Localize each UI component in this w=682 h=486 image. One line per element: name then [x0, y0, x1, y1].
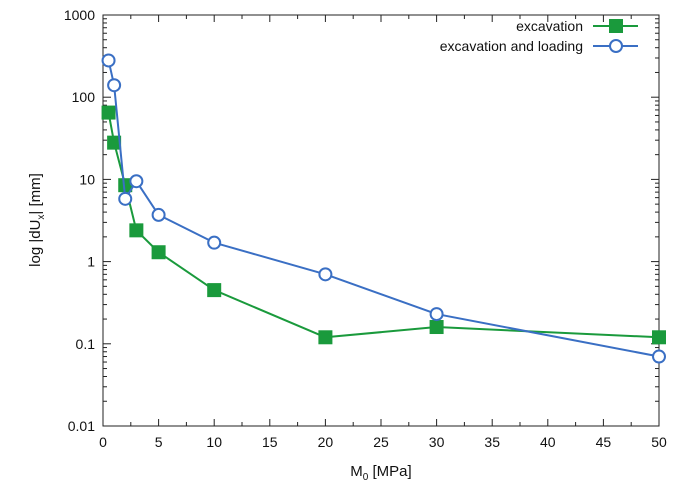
x-tick-label: 40 — [540, 434, 556, 450]
x-tick-label: 30 — [429, 434, 445, 450]
data-point — [429, 320, 444, 335]
x-tick-label: 5 — [155, 434, 163, 450]
data-point — [207, 283, 222, 298]
x-tick-label: 10 — [206, 434, 222, 450]
x-tick-labels: 0 5 10 15 20 25 30 35 40 45 50 — [99, 434, 667, 450]
x-axis-label-sub: 0 — [363, 472, 369, 483]
series-excavation-and-loading — [101, 53, 666, 364]
plot-frame — [102, 14, 660, 427]
data-point — [318, 330, 333, 345]
legend-marker-excavation — [609, 19, 623, 33]
series-excavation — [101, 105, 666, 345]
data-point — [118, 191, 133, 206]
data-point — [129, 223, 144, 238]
x-tick-label: 50 — [651, 434, 667, 450]
data-point — [207, 235, 222, 250]
y-tick-label: 1000 — [64, 7, 95, 23]
x-tick-label: 0 — [99, 434, 107, 450]
series-layer — [101, 53, 666, 364]
x-tick-label: 20 — [318, 434, 334, 450]
data-point — [107, 78, 122, 93]
x-tick-label: 25 — [373, 434, 389, 450]
series-line — [107, 112, 660, 339]
series-line — [107, 60, 660, 358]
legend: excavation excavation and loading — [440, 18, 638, 54]
x-tick-label: 15 — [262, 434, 278, 450]
x-tick-label: 35 — [484, 434, 500, 450]
y-axis-label-pre: log |dU — [27, 220, 44, 267]
data-point — [118, 178, 133, 193]
data-point — [318, 267, 333, 282]
y-axis-label: log |dUx| [mm] — [27, 173, 47, 267]
data-point — [652, 330, 666, 345]
legend-marker-excavation-and-loading — [609, 39, 623, 53]
legend-label-excavation: excavation — [516, 18, 583, 34]
x-axis-label-main: M — [350, 463, 363, 480]
y-axis-label-sub: x — [36, 215, 47, 220]
data-point — [151, 245, 166, 260]
legend-label-excavation-and-loading: excavation and loading — [440, 38, 583, 54]
data-point — [652, 349, 666, 364]
x-tick-label: 45 — [596, 434, 612, 450]
data-point — [101, 53, 116, 68]
data-point — [107, 135, 122, 150]
x-axis-label: M0 [MPa] — [350, 463, 411, 483]
y-tick-label: 100 — [72, 89, 96, 105]
y-tick-label: 0.01 — [68, 418, 95, 434]
y-axis-label-post: | [mm] — [27, 173, 44, 214]
y-tick-label: 10 — [79, 171, 95, 187]
x-axis-label-rest: [MPa] — [368, 463, 411, 480]
data-point — [101, 105, 116, 120]
data-point — [129, 174, 144, 189]
data-point — [429, 307, 444, 322]
y-tick-label: 1 — [87, 254, 95, 270]
axis-ticks — [102, 14, 660, 427]
data-point — [151, 207, 166, 222]
y-tick-label: 0.1 — [76, 336, 96, 352]
y-tick-labels: 0.01 0.1 1 10 100 1000 — [64, 7, 95, 434]
